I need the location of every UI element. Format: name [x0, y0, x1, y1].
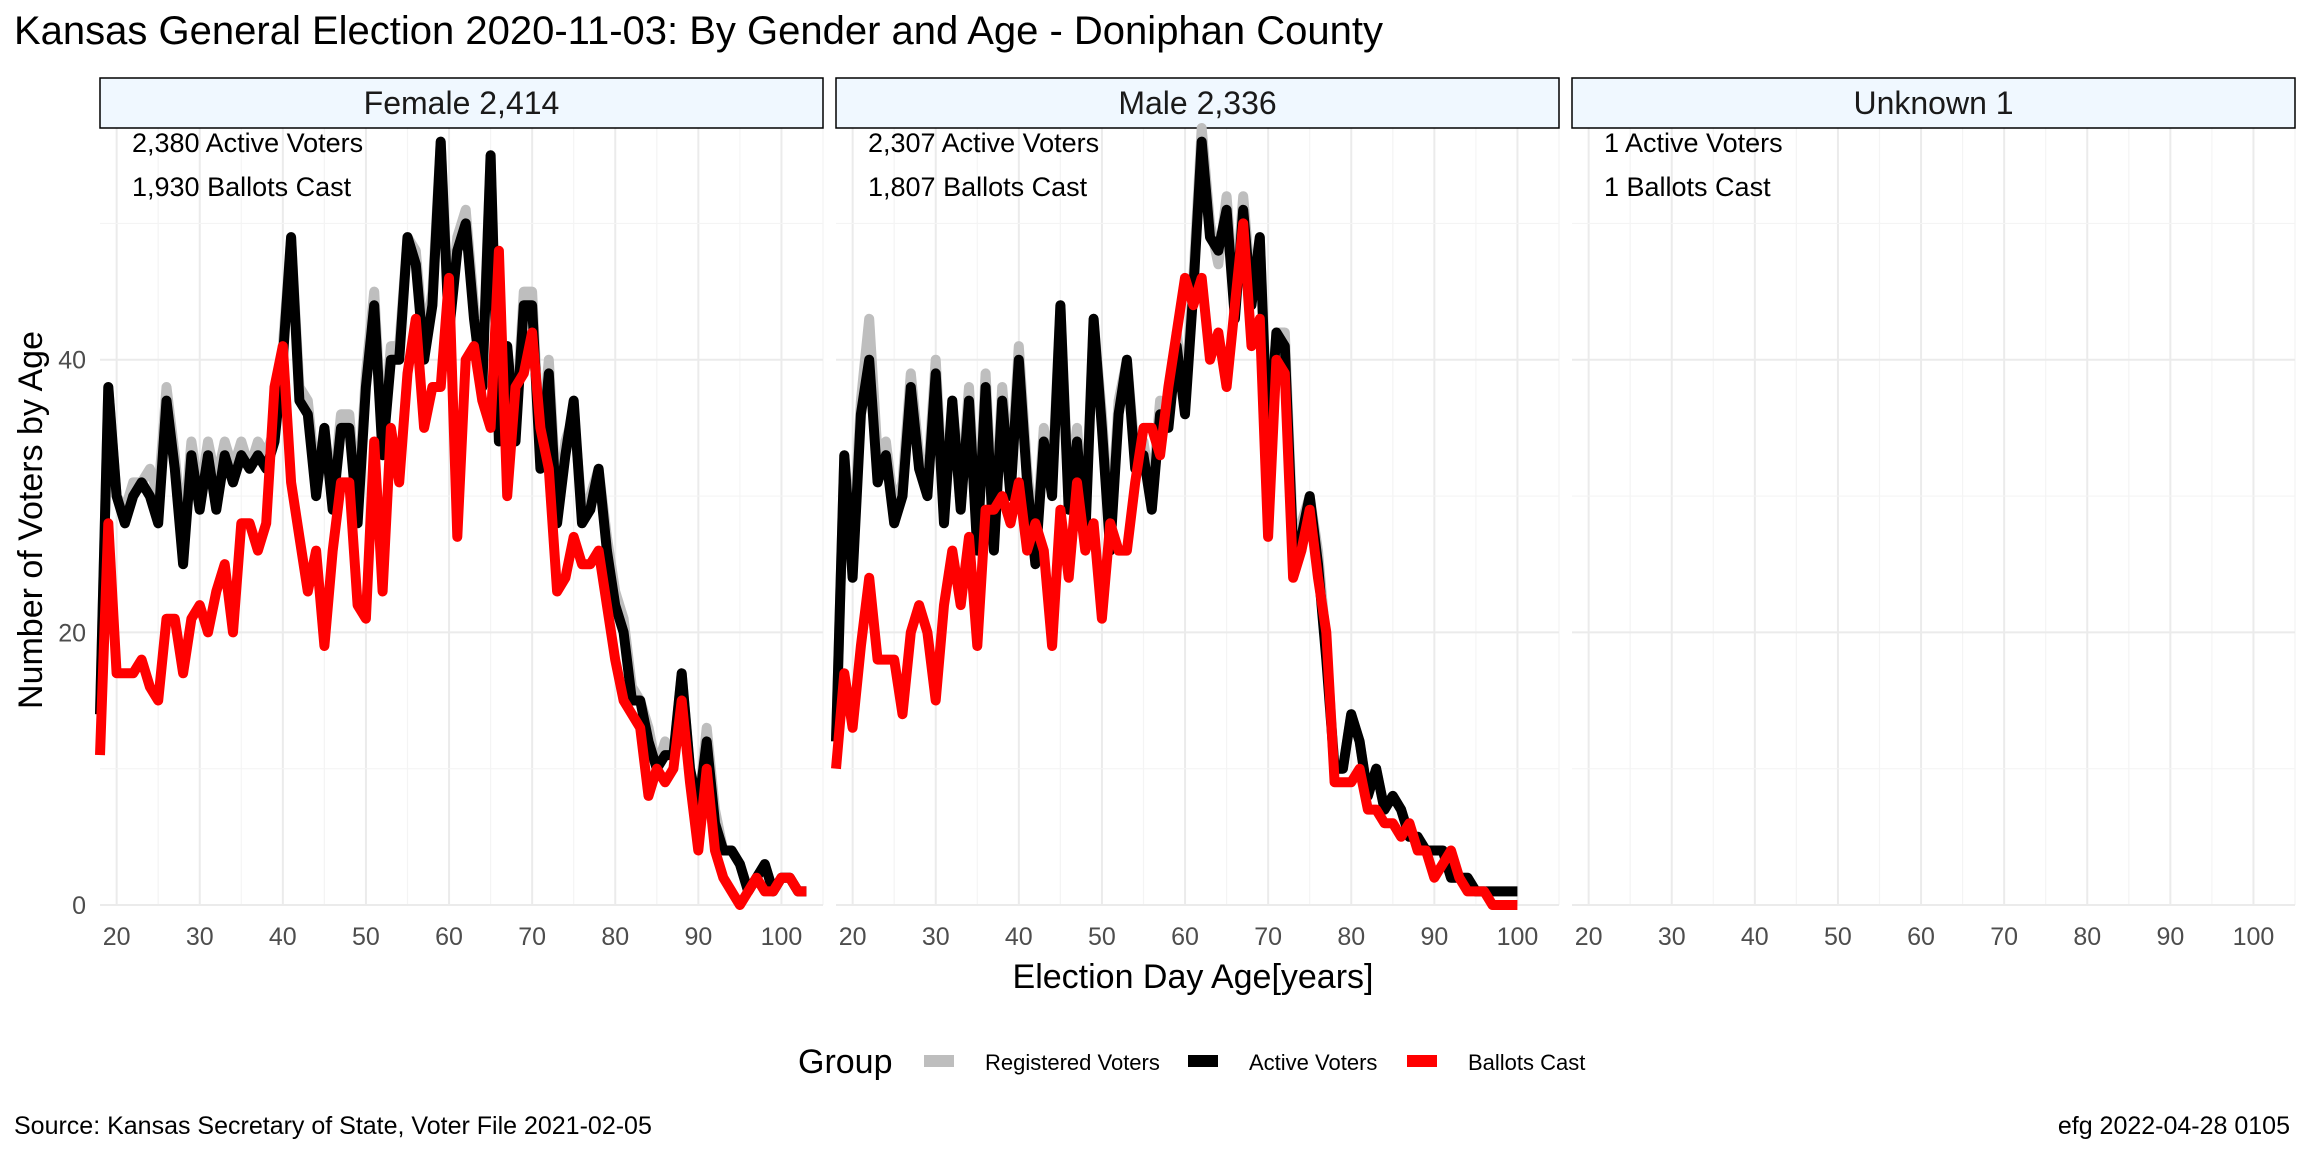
legend-label: Ballots Cast — [1468, 1050, 1585, 1075]
chart-title: Kansas General Election 2020-11-03: By G… — [14, 9, 1383, 53]
facet-strip-label: Male 2,336 — [1118, 85, 1276, 121]
x-tick-label: 90 — [684, 923, 712, 951]
x-tick-label: 30 — [1658, 923, 1686, 951]
series-line-registered-voters — [831, 123, 1518, 897]
x-tick-label: 40 — [269, 923, 297, 951]
facet-strip — [99, 77, 824, 129]
x-tick-label: 20 — [103, 923, 131, 951]
facet-panel: Male 2,336 2,307 Active Voters 1,807 Ballo… — [831, 77, 1560, 951]
x-tick-label: 100 — [761, 923, 803, 951]
series-line-ballots-cast — [831, 218, 1518, 910]
legend: Group Registered Voters Active Voters Ball… — [798, 1043, 1585, 1081]
x-tick-label: 60 — [1907, 923, 1935, 951]
x-tick-label: 80 — [601, 923, 629, 951]
facet-strip — [1571, 77, 2296, 129]
x-tick-label: 50 — [352, 923, 380, 951]
x-tick-label: 40 — [1005, 923, 1033, 951]
x-tick-label: 40 — [1741, 923, 1769, 951]
y-tick-label: 20 — [58, 619, 86, 647]
panel-annotation: 1,930 Ballots Cast — [132, 172, 352, 202]
facet-strip-label: Unknown 1 — [1853, 85, 2013, 121]
x-tick-label: 20 — [1575, 923, 1603, 951]
facet-strip — [835, 77, 1560, 129]
y-tick-label: 0 — [72, 892, 86, 920]
facet-panel: Unknown 1 1 Active Voters 1 Ballots Cast 20… — [1571, 77, 2296, 951]
panel-annotation: 1,807 Ballots Cast — [868, 172, 1088, 202]
x-tick-label: 70 — [1990, 923, 2018, 951]
x-tick-label: 100 — [1497, 923, 1539, 951]
y-axis-label: Number of Voters by Age — [12, 331, 50, 709]
x-tick-label: 50 — [1088, 923, 1116, 951]
series-line-active-voters — [831, 136, 1518, 897]
panel-annotation: 2,380 Active Voters — [132, 128, 363, 158]
series-line-ballots-cast — [95, 245, 807, 910]
x-tick-label: 60 — [1171, 923, 1199, 951]
x-tick-label: 90 — [2156, 923, 2184, 951]
facet-strip-label: Female 2,414 — [364, 85, 560, 121]
panel-annotation: 1 Active Voters — [1604, 128, 1783, 158]
legend-label: Active Voters — [1249, 1050, 1377, 1075]
panel-annotation: 2,307 Active Voters — [868, 128, 1099, 158]
y-tick-label: 40 — [58, 347, 86, 375]
x-tick-label: 100 — [2233, 923, 2275, 951]
legend-title: Group — [798, 1043, 893, 1081]
timestamp-caption: efg 2022-04-28 0105 — [2058, 1112, 2290, 1140]
legend-label: Registered Voters — [985, 1050, 1160, 1075]
x-tick-label: 30 — [922, 923, 950, 951]
y-tick-labels: 0 20 40 — [58, 347, 86, 920]
x-tick-label: 20 — [839, 923, 867, 951]
source-caption: Source: Kansas Secretary of State, Voter… — [14, 1112, 652, 1140]
x-tick-label: 80 — [2073, 923, 2101, 951]
x-tick-label: 60 — [435, 923, 463, 951]
x-tick-label: 70 — [1254, 923, 1282, 951]
legend-items: Registered Voters Active Voters Ballots Ca… — [924, 1050, 1585, 1075]
gridlines — [1572, 128, 2296, 906]
x-axis-label: Election Day Age[years] — [1013, 958, 1374, 996]
panel-annotation: 1 Ballots Cast — [1604, 172, 1771, 202]
x-tick-label: 80 — [1337, 923, 1365, 951]
x-tick-label: 70 — [518, 923, 546, 951]
x-tick-label: 50 — [1824, 923, 1852, 951]
x-tick-label: 30 — [186, 923, 214, 951]
x-tick-label: 90 — [1420, 923, 1448, 951]
